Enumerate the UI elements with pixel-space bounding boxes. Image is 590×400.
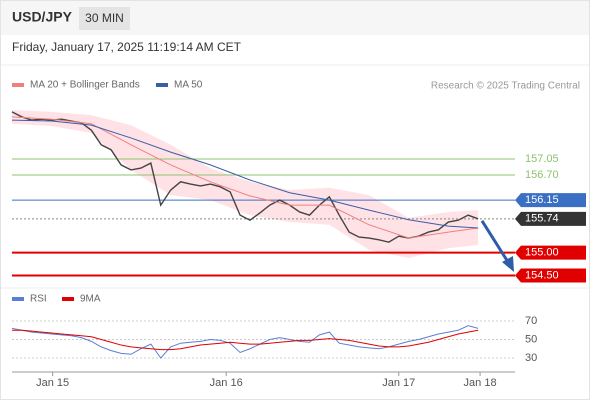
rsi-line	[12, 329, 479, 351]
legend-label: RSI	[30, 294, 47, 305]
x-tick-label: Jan 18	[464, 377, 497, 389]
legend-label: 9MA	[80, 294, 101, 305]
level-tag	[515, 211, 586, 226]
level-tag	[515, 193, 586, 208]
legend-label: MA 50	[174, 80, 203, 91]
x-tick-label: Jan 15	[36, 377, 69, 389]
level-label: 155.74	[525, 213, 559, 225]
price-line	[11, 116, 479, 239]
y-tick-label: 70	[525, 315, 537, 327]
legend-swatch	[12, 297, 24, 301]
level-label: 155.00	[525, 247, 559, 259]
price-line	[11, 111, 479, 243]
forecast-arrow	[480, 220, 510, 263]
level-label: 156.15	[525, 194, 559, 206]
symbol: USD/JPY	[12, 9, 73, 25]
forecast-arrowhead	[502, 256, 514, 272]
legend-swatch	[156, 83, 168, 87]
interval-badge	[79, 7, 130, 30]
legend-label: MA 20 + Bollinger Bands	[30, 80, 140, 91]
level-label: 157.05	[525, 153, 559, 165]
rsi-line	[11, 325, 479, 359]
level-tag	[515, 245, 586, 260]
price-line	[11, 119, 479, 229]
interval: 30 MIN	[85, 11, 124, 25]
x-tick-label: Jan 17	[382, 377, 415, 389]
level-tag	[515, 268, 586, 283]
x-tick-label: Jan 16	[210, 377, 243, 389]
datetime: Friday, January 17, 2025 11:19:14 AM CET	[12, 40, 242, 54]
level-label: 154.50	[525, 269, 559, 281]
y-tick-label: 50	[525, 333, 537, 345]
legend-swatch	[12, 83, 24, 87]
legend-swatch	[62, 297, 74, 301]
y-tick-label: 30	[525, 352, 537, 364]
level-label: 156.70	[525, 169, 559, 181]
credit: Research © 2025 Trading Central	[431, 81, 580, 92]
